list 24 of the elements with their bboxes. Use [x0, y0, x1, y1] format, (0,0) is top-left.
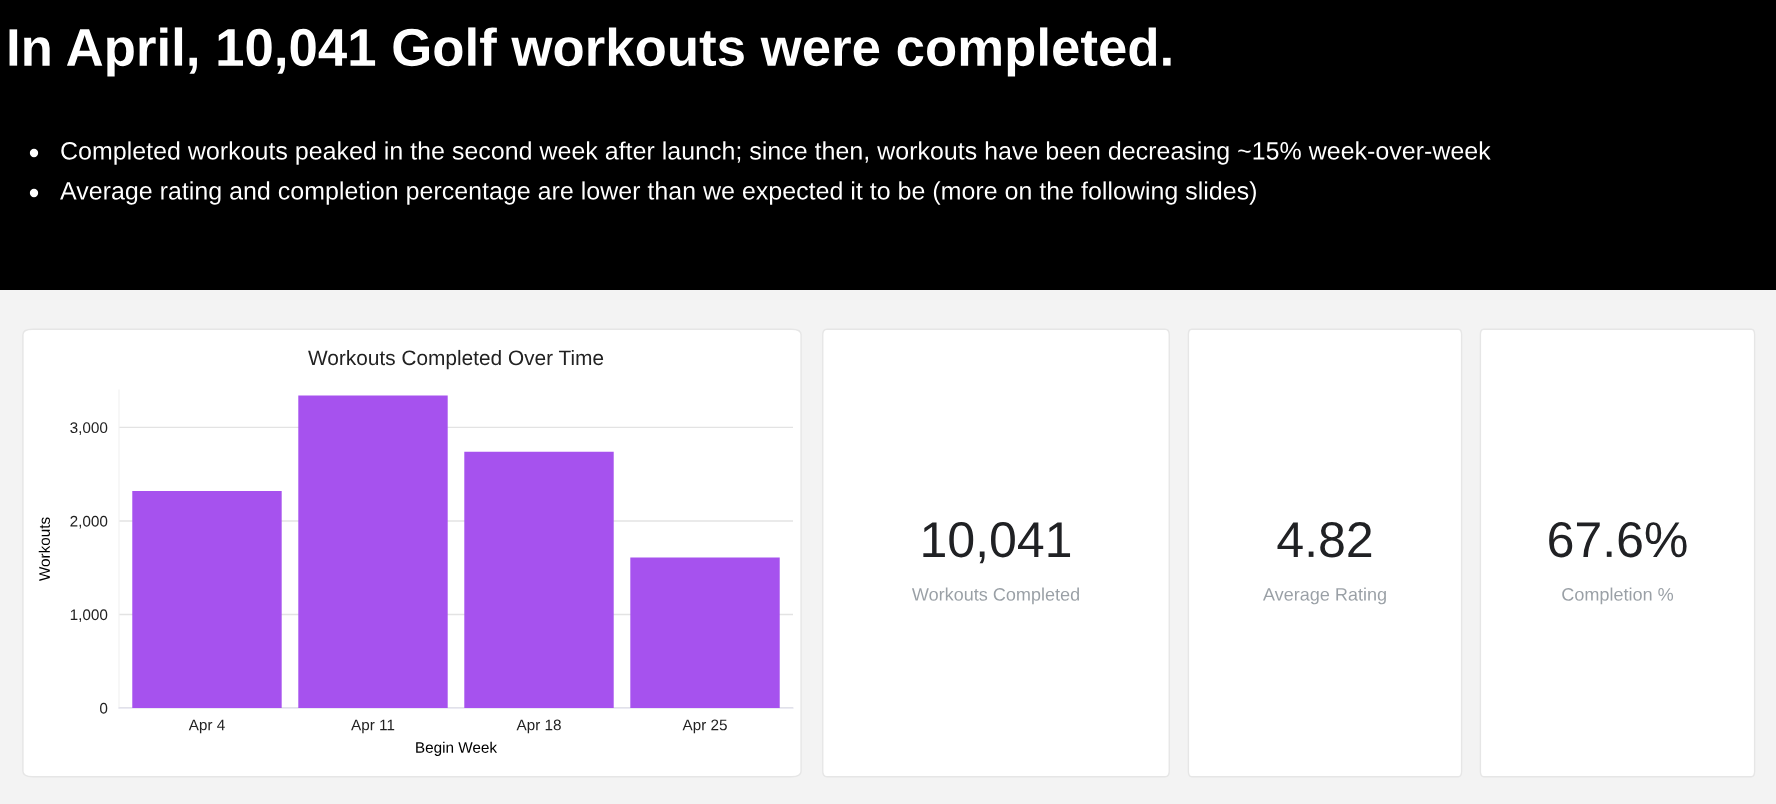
text: Workouts Completed	[911, 587, 1079, 605]
x-tick-label: Apr 25	[682, 719, 727, 734]
text: Completed workouts peaked in the second week after launch; since then, workouts have been decreasing ~15% week-over-week	[61, 141, 1491, 165]
y-tick-label: 2,000	[70, 515, 108, 529]
bar	[464, 451, 614, 708]
y-tick-label: 3,000	[70, 422, 108, 435]
text: Average Rating	[1262, 587, 1386, 605]
text: Completion %	[1562, 587, 1674, 605]
text: In April, 10,041 Golf workouts were completed.	[9, 27, 1171, 77]
x-tick-label: Apr 11	[351, 719, 395, 734]
y-axis-title: Workouts	[38, 517, 50, 582]
y-tick-label: 0	[99, 702, 108, 714]
text: 67.6%	[1549, 521, 1687, 558]
x-axis-title: Begin Week	[416, 741, 498, 756]
y-tick-label: 1,000	[70, 609, 108, 622]
text: 10,041	[923, 521, 1071, 564]
text: Average rating and completion percentage are lower than we expected it to be (more on the following slides)	[60, 181, 1256, 205]
x-tick-label: Apr 18	[516, 719, 561, 734]
chart-title: Workouts Completed Over Time	[308, 349, 604, 370]
bar	[630, 557, 780, 708]
text: 4.82	[1277, 521, 1372, 558]
bar	[298, 395, 448, 708]
x-tick-label: Apr 4	[188, 719, 225, 734]
bar	[132, 491, 282, 708]
